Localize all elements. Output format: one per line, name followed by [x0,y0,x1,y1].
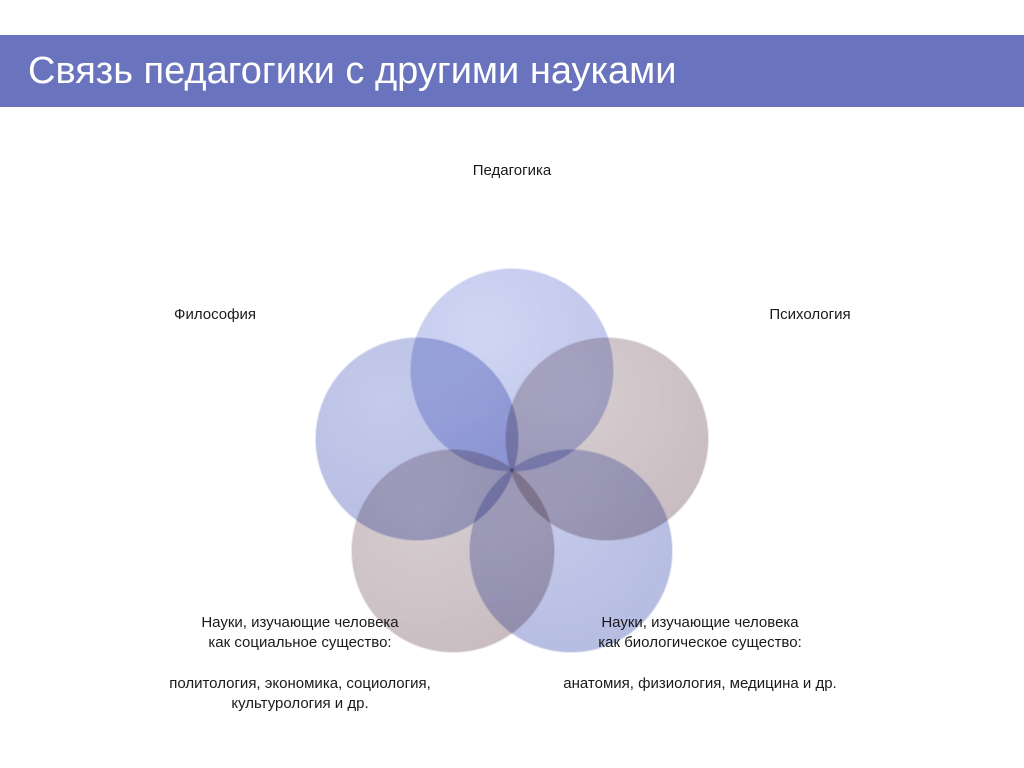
venn-label-psychology: Психология [710,305,910,325]
title-bar: Связь педагогики с другими науками [0,34,1024,108]
slide: Связь педагогики с другими науками Педаг… [0,0,1024,768]
venn-label-pedagogy: Педагогика [412,161,612,181]
venn-label-biology: Науки, изучающие человекакак биологическ… [540,613,860,694]
slide-title: Связь педагогики с другими науками [28,50,676,93]
venn-label-social: Науки, изучающие человекакак социальное … [140,613,460,714]
venn-label-philosophy: Философия [115,305,315,325]
venn-diagram: Педагогика Психология Философия Науки, изуч… [0,145,1024,765]
venn-circle-philosophy [315,337,519,541]
